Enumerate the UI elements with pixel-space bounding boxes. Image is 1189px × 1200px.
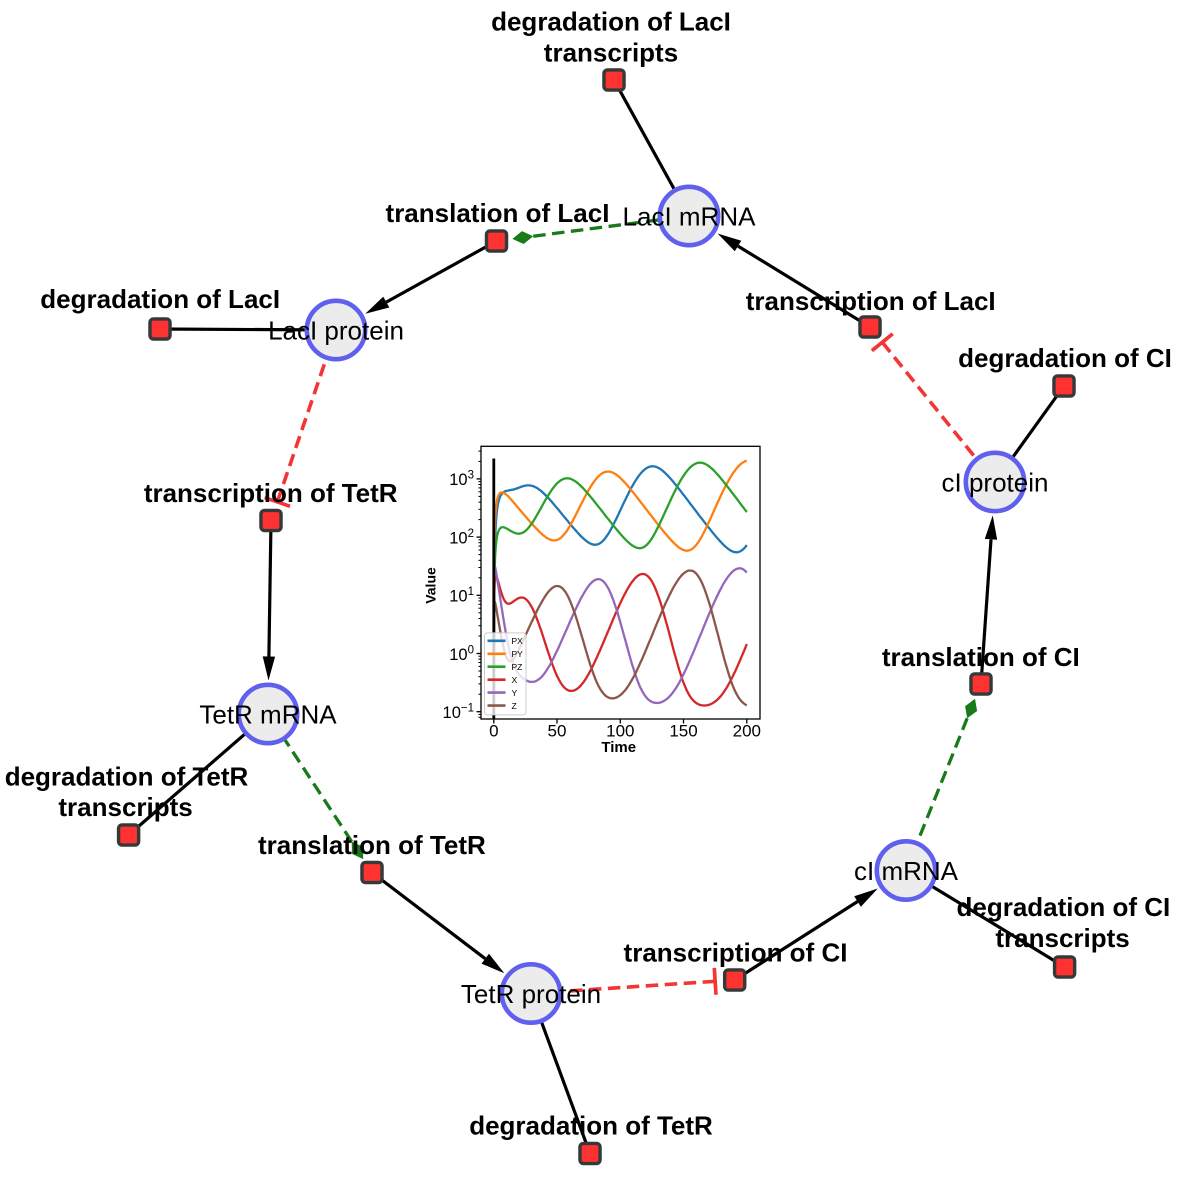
svg-text:100: 100: [606, 722, 634, 741]
svg-text:cI protein: cI protein: [942, 467, 1049, 497]
svg-text:LacI mRNA: LacI mRNA: [623, 201, 757, 231]
svg-text:degradation of CI: degradation of CI: [958, 343, 1172, 373]
svg-text:transcription of LacI: transcription of LacI: [746, 286, 996, 316]
svg-text:translation of TetR: translation of TetR: [258, 830, 486, 860]
svg-text:transcripts: transcripts: [58, 792, 192, 822]
svg-text:degradation of TetR: degradation of TetR: [469, 1110, 713, 1140]
svg-text:translation of LacI: translation of LacI: [386, 198, 610, 228]
svg-text:translation of CI: translation of CI: [882, 642, 1080, 672]
svg-text:degradation of TetR: degradation of TetR: [5, 762, 249, 792]
svg-text:cI mRNA: cI mRNA: [854, 856, 959, 886]
svg-text:102: 102: [449, 528, 474, 548]
svg-text:Y: Y: [512, 688, 518, 698]
svg-text:PY: PY: [512, 649, 524, 659]
svg-text:degradation of LacI: degradation of LacI: [491, 7, 731, 37]
svg-text:LacI protein: LacI protein: [268, 315, 404, 345]
svg-text:10−1: 10−1: [443, 703, 474, 723]
svg-text:degradation of LacI: degradation of LacI: [40, 284, 280, 314]
svg-text:transcripts: transcripts: [544, 38, 678, 68]
svg-text:200: 200: [733, 722, 761, 741]
svg-text:Z: Z: [512, 701, 517, 711]
svg-text:transcripts: transcripts: [995, 923, 1129, 953]
svg-text:Time: Time: [601, 739, 636, 756]
svg-text:X: X: [512, 675, 518, 685]
svg-text:103: 103: [449, 470, 474, 490]
svg-text:101: 101: [449, 586, 474, 606]
svg-text:50: 50: [548, 722, 567, 741]
svg-text:0: 0: [489, 722, 498, 741]
svg-text:PX: PX: [512, 636, 524, 646]
svg-text:Value: Value: [423, 567, 439, 604]
svg-text:TetR protein: TetR protein: [461, 979, 601, 1009]
svg-text:transcription of TetR: transcription of TetR: [144, 478, 398, 508]
svg-text:TetR mRNA: TetR mRNA: [199, 699, 337, 729]
svg-text:transcription of CI: transcription of CI: [624, 938, 848, 968]
svg-text:150: 150: [669, 722, 697, 741]
svg-text:degradation of CI: degradation of CI: [957, 892, 1171, 922]
svg-text:100: 100: [449, 644, 474, 664]
svg-text:PZ: PZ: [512, 662, 523, 672]
